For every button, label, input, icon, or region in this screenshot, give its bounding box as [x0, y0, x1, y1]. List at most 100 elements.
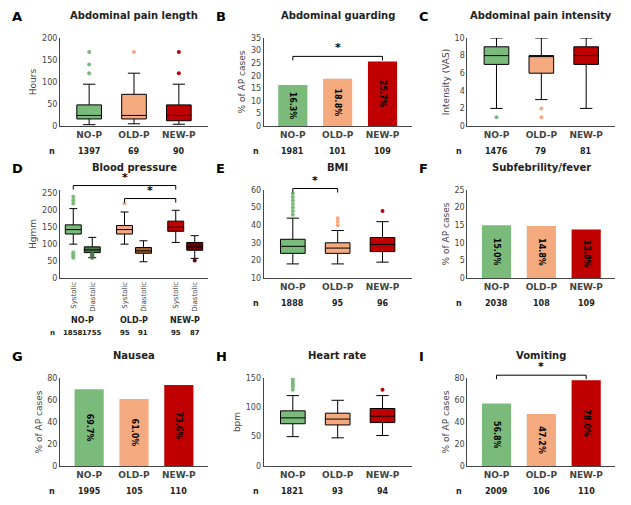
svg-text:n: n: [456, 299, 462, 308]
svg-text:250: 250: [42, 189, 57, 198]
svg-text:1995: 1995: [78, 487, 101, 496]
svg-text:*: *: [312, 174, 318, 187]
svg-text:% of AP cases: % of AP cases: [237, 50, 247, 113]
svg-text:95: 95: [120, 329, 130, 337]
svg-text:Diastolic: Diastolic: [89, 282, 97, 312]
svg-text:0: 0: [460, 122, 465, 131]
svg-text:15: 15: [455, 221, 465, 230]
svg-text:Diastolic: Diastolic: [140, 282, 148, 312]
svg-text:NO-P: NO-P: [484, 130, 510, 140]
svg-text:E: E: [216, 161, 225, 176]
svg-text:91: 91: [138, 329, 148, 337]
svg-text:Abdominal pain intensity: Abdominal pain intensity: [470, 10, 612, 21]
svg-text:OLD-P: OLD-P: [118, 130, 150, 140]
svg-text:BMI: BMI: [327, 162, 348, 173]
svg-text:OLD-P: OLD-P: [526, 282, 558, 292]
svg-text:81: 81: [580, 147, 592, 156]
svg-text:10: 10: [251, 274, 261, 283]
svg-text:H: H: [216, 349, 227, 364]
svg-text:NO-P: NO-P: [484, 282, 510, 292]
svg-text:93: 93: [332, 487, 343, 496]
svg-text:20: 20: [251, 256, 261, 265]
svg-text:Systolic: Systolic: [172, 282, 180, 309]
svg-text:Systolic: Systolic: [70, 282, 78, 309]
svg-text:200: 200: [42, 34, 57, 43]
svg-text:NEW-P: NEW-P: [569, 130, 603, 140]
svg-text:0: 0: [460, 462, 465, 471]
svg-text:18.8%: 18.8%: [333, 88, 342, 116]
svg-text:5: 5: [256, 109, 261, 118]
svg-text:OLD-P: OLD-P: [322, 130, 354, 140]
svg-text:F: F: [419, 161, 428, 176]
svg-text:40: 40: [47, 418, 57, 427]
svg-text:50: 50: [47, 257, 57, 266]
svg-text:NEW-P: NEW-P: [569, 282, 603, 292]
svg-text:30: 30: [251, 239, 261, 248]
svg-text:20: 20: [455, 440, 465, 449]
svg-text:0: 0: [52, 122, 57, 131]
svg-text:NO-P: NO-P: [76, 130, 102, 140]
svg-text:2038: 2038: [485, 299, 508, 308]
svg-text:15: 15: [251, 84, 261, 93]
svg-text:16.3%: 16.3%: [288, 92, 297, 120]
svg-text:35: 35: [251, 34, 261, 43]
svg-text:101: 101: [329, 147, 346, 156]
svg-text:Nausea: Nausea: [113, 350, 155, 361]
svg-text:1476: 1476: [485, 147, 508, 156]
svg-text:NEW-P: NEW-P: [162, 130, 196, 140]
svg-text:0: 0: [460, 274, 465, 283]
svg-text:G: G: [12, 349, 23, 364]
svg-text:50: 50: [251, 203, 261, 212]
svg-text:NO-P: NO-P: [280, 130, 306, 140]
svg-text:95: 95: [171, 329, 181, 337]
svg-text:80: 80: [47, 374, 57, 383]
svg-text:56.8%: 56.8%: [492, 421, 501, 449]
svg-text:25: 25: [251, 59, 261, 68]
svg-text:25: 25: [455, 186, 465, 195]
svg-text:13.8%: 13.8%: [582, 240, 591, 268]
svg-text:NO-P: NO-P: [280, 282, 306, 292]
svg-text:90: 90: [173, 147, 185, 156]
svg-text:94: 94: [377, 487, 389, 496]
svg-text:2: 2: [460, 104, 465, 113]
svg-text:bpm: bpm: [232, 412, 242, 432]
svg-text:Hours: Hours: [28, 69, 38, 96]
svg-text:1858: 1858: [63, 329, 83, 337]
svg-text:100: 100: [246, 403, 261, 412]
svg-text:100: 100: [42, 240, 57, 249]
svg-text:OLD-P: OLD-P: [526, 470, 558, 480]
svg-text:B: B: [216, 9, 226, 24]
svg-text:20: 20: [455, 203, 465, 212]
svg-text:150: 150: [42, 223, 57, 232]
svg-text:% of AP cases: % of AP cases: [441, 202, 451, 265]
svg-text:0: 0: [52, 274, 57, 283]
svg-text:Hgmm: Hgmm: [28, 219, 38, 249]
svg-text:n: n: [253, 147, 259, 156]
svg-text:0: 0: [52, 462, 57, 471]
svg-text:D: D: [12, 161, 23, 176]
svg-text:110: 110: [578, 487, 595, 496]
svg-text:n: n: [456, 487, 462, 496]
svg-text:0: 0: [256, 122, 261, 131]
svg-text:50: 50: [47, 100, 57, 109]
svg-text:1981: 1981: [281, 147, 304, 156]
svg-text:Abdominal pain length: Abdominal pain length: [70, 10, 198, 21]
svg-text:6: 6: [460, 69, 465, 78]
svg-text:30: 30: [251, 46, 261, 55]
svg-text:n: n: [253, 299, 259, 308]
svg-text:% of AP cases: % of AP cases: [34, 390, 44, 453]
svg-text:96: 96: [377, 299, 389, 308]
svg-text:n: n: [456, 147, 462, 156]
svg-text:*: *: [335, 41, 341, 54]
svg-text:108: 108: [533, 299, 550, 308]
svg-text:1888: 1888: [281, 299, 304, 308]
svg-text:1821: 1821: [281, 487, 304, 496]
svg-text:10: 10: [455, 239, 465, 248]
svg-text:OLD-P: OLD-P: [526, 130, 558, 140]
svg-text:95: 95: [332, 299, 344, 308]
svg-text:106: 106: [533, 487, 550, 496]
svg-text:14.8%: 14.8%: [537, 238, 546, 266]
svg-text:A: A: [12, 9, 22, 24]
svg-text:150: 150: [42, 56, 57, 65]
svg-text:OLD-P: OLD-P: [322, 470, 354, 480]
